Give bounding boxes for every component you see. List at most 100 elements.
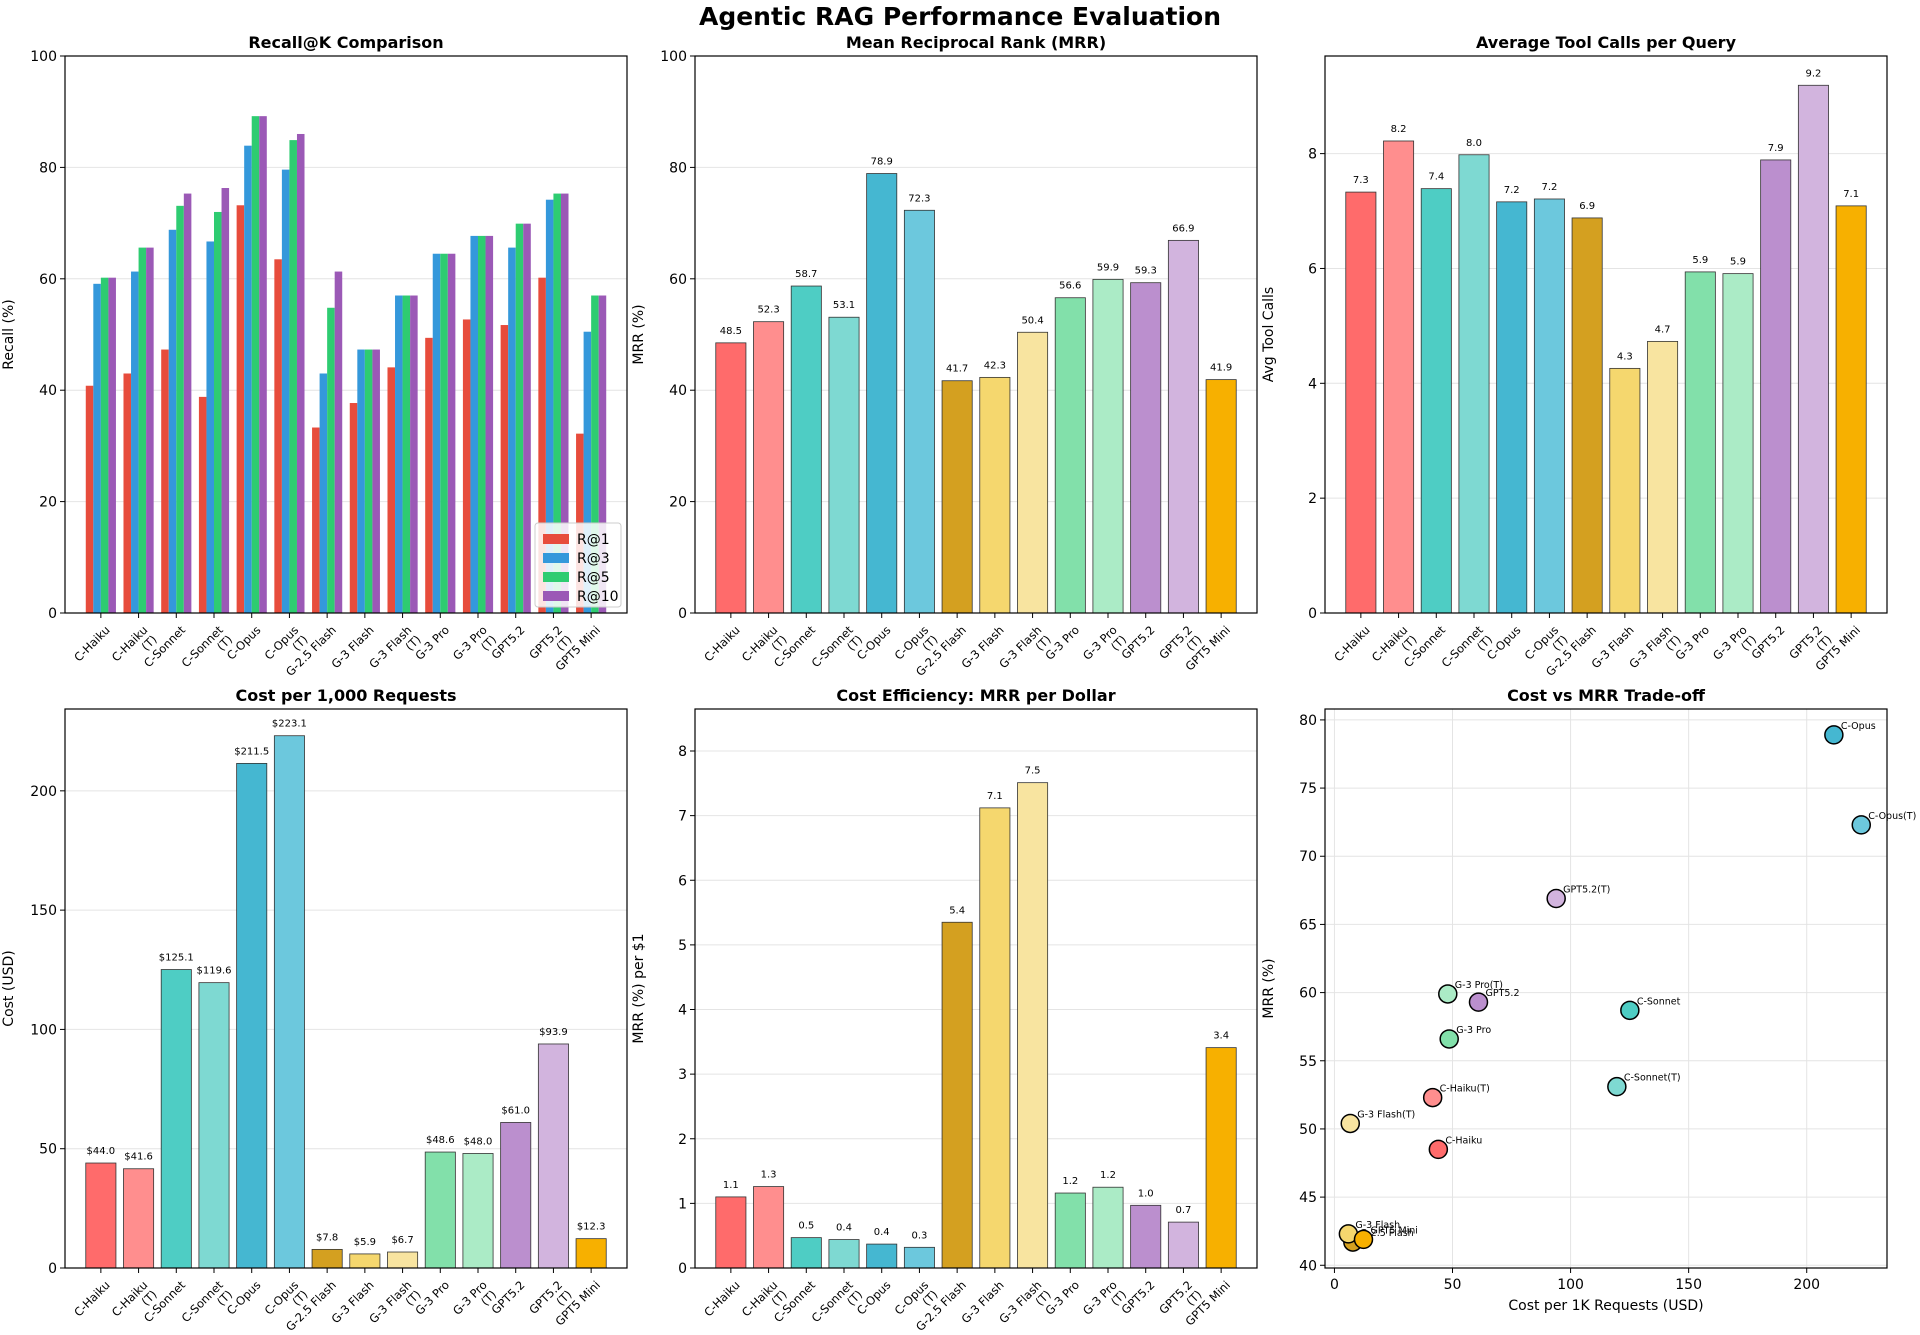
bar [790, 1237, 822, 1269]
bar [583, 331, 592, 613]
data-label: 41.7 [946, 364, 968, 375]
data-label: $119.6 [197, 966, 232, 977]
scatter-point [1824, 725, 1844, 745]
legend-label: R@3 [577, 551, 610, 567]
bar [1092, 1186, 1124, 1269]
data-label: 4.7 [1655, 324, 1671, 335]
legend-swatch [543, 534, 569, 544]
data-label: 7.1 [1843, 189, 1859, 200]
bar [598, 295, 607, 613]
bar [828, 1239, 860, 1269]
point-label: GPT5 Mini [1370, 1225, 1417, 1236]
axes-frame [64, 708, 628, 1269]
data-label: 56.6 [1059, 281, 1081, 292]
y-tick-label: 70 [1299, 849, 1317, 865]
data-label: 0.5 [798, 1221, 814, 1232]
scatter-point [1353, 1229, 1374, 1250]
bar [1496, 201, 1528, 614]
point-label: GPT5.2(T) [1563, 885, 1610, 896]
bar [903, 1246, 935, 1269]
point-label: GPT5.2 [1485, 988, 1519, 999]
x-tick-label: 0 [1330, 1277, 1339, 1293]
point-label: C-Haiku(T) [1440, 1084, 1490, 1095]
x-tick-label: C-Haiku [1331, 623, 1372, 664]
data-label: 1.3 [761, 1170, 777, 1181]
data-label: 3.4 [1213, 1031, 1229, 1042]
data-label: 7.9 [1768, 143, 1784, 154]
bar [866, 1243, 898, 1269]
data-label: 8.0 [1466, 138, 1482, 149]
bar [941, 921, 973, 1269]
bar [1647, 340, 1679, 614]
x-tick-label-line: C-Haiku [1331, 623, 1372, 664]
bar [753, 321, 785, 614]
bar [349, 403, 358, 613]
data-label: $48.6 [426, 1135, 455, 1146]
bar [1130, 1204, 1162, 1269]
chart-title: Cost per 1,000 Requests [236, 686, 457, 705]
y-tick-label: 50 [1299, 1122, 1317, 1138]
bar [979, 376, 1011, 614]
x-tick-label: C-Haiku [71, 1278, 112, 1319]
y-axis-label: MRR (%) [631, 304, 647, 364]
scatter-point [1438, 984, 1458, 1004]
y-tick-label: 0 [678, 1261, 687, 1277]
bar [500, 1122, 532, 1269]
bar [1458, 154, 1490, 614]
bar [508, 247, 516, 613]
legend-swatch [543, 572, 569, 582]
bar [560, 193, 569, 614]
data-label: 4.3 [1617, 351, 1633, 362]
bar [387, 1251, 419, 1269]
chart-title: Cost Efficiency: MRR per Dollar [836, 686, 1115, 705]
y-tick-label: 75 [1299, 781, 1317, 797]
axes-frame [64, 55, 628, 614]
y-tick-label: 80 [669, 160, 687, 176]
y-tick-label: 2 [1308, 491, 1317, 507]
bar [500, 325, 509, 613]
bar [1205, 1047, 1237, 1269]
y-tick-label: 200 [30, 784, 57, 800]
y-tick-label: 0 [678, 606, 687, 622]
bar [1684, 271, 1716, 614]
bar [395, 295, 403, 613]
bar [1571, 217, 1603, 614]
data-label: 59.3 [1135, 266, 1157, 277]
bar [537, 1043, 569, 1269]
bar [296, 133, 305, 614]
data-label: 7.2 [1541, 182, 1557, 193]
bar [327, 307, 335, 613]
data-label: 41.9 [1210, 363, 1232, 374]
data-label: 59.9 [1097, 262, 1119, 273]
y-tick-label: 6 [1308, 261, 1317, 277]
scatter-point [1428, 1139, 1449, 1160]
scatter-point [1422, 1087, 1443, 1108]
chart-title: Average Tool Calls per Query [1476, 33, 1737, 52]
bar [108, 277, 116, 613]
y-tick-label: 0 [48, 1261, 57, 1277]
bar [349, 1253, 381, 1269]
data-label: 7.5 [1025, 766, 1041, 777]
point-label: C-Opus(T) [1868, 811, 1916, 822]
chart-title: Mean Reciprocal Rank (MRR) [846, 33, 1106, 52]
bar [485, 235, 494, 613]
legend-label: R@5 [577, 570, 610, 586]
bar [198, 982, 230, 1269]
point-label: C-Opus [1841, 721, 1876, 732]
figure-title: Agentic RAG Performance Evaluation [698, 2, 1222, 31]
y-tick-label: 8 [678, 744, 687, 760]
bar [85, 1162, 117, 1269]
legend-label: R@10 [577, 589, 619, 605]
x-tick-label: 100 [1557, 1277, 1584, 1293]
bar [410, 295, 418, 613]
bar [206, 241, 214, 613]
bar [1130, 282, 1162, 614]
x-tick-label: C-Haiku [701, 1278, 742, 1319]
y-tick-label: 0 [48, 606, 57, 622]
bar [161, 349, 169, 613]
bar [123, 373, 132, 613]
bar [1054, 1192, 1086, 1269]
legend-swatch [543, 591, 569, 601]
bar [470, 235, 478, 613]
data-label: 50.4 [1021, 315, 1043, 326]
